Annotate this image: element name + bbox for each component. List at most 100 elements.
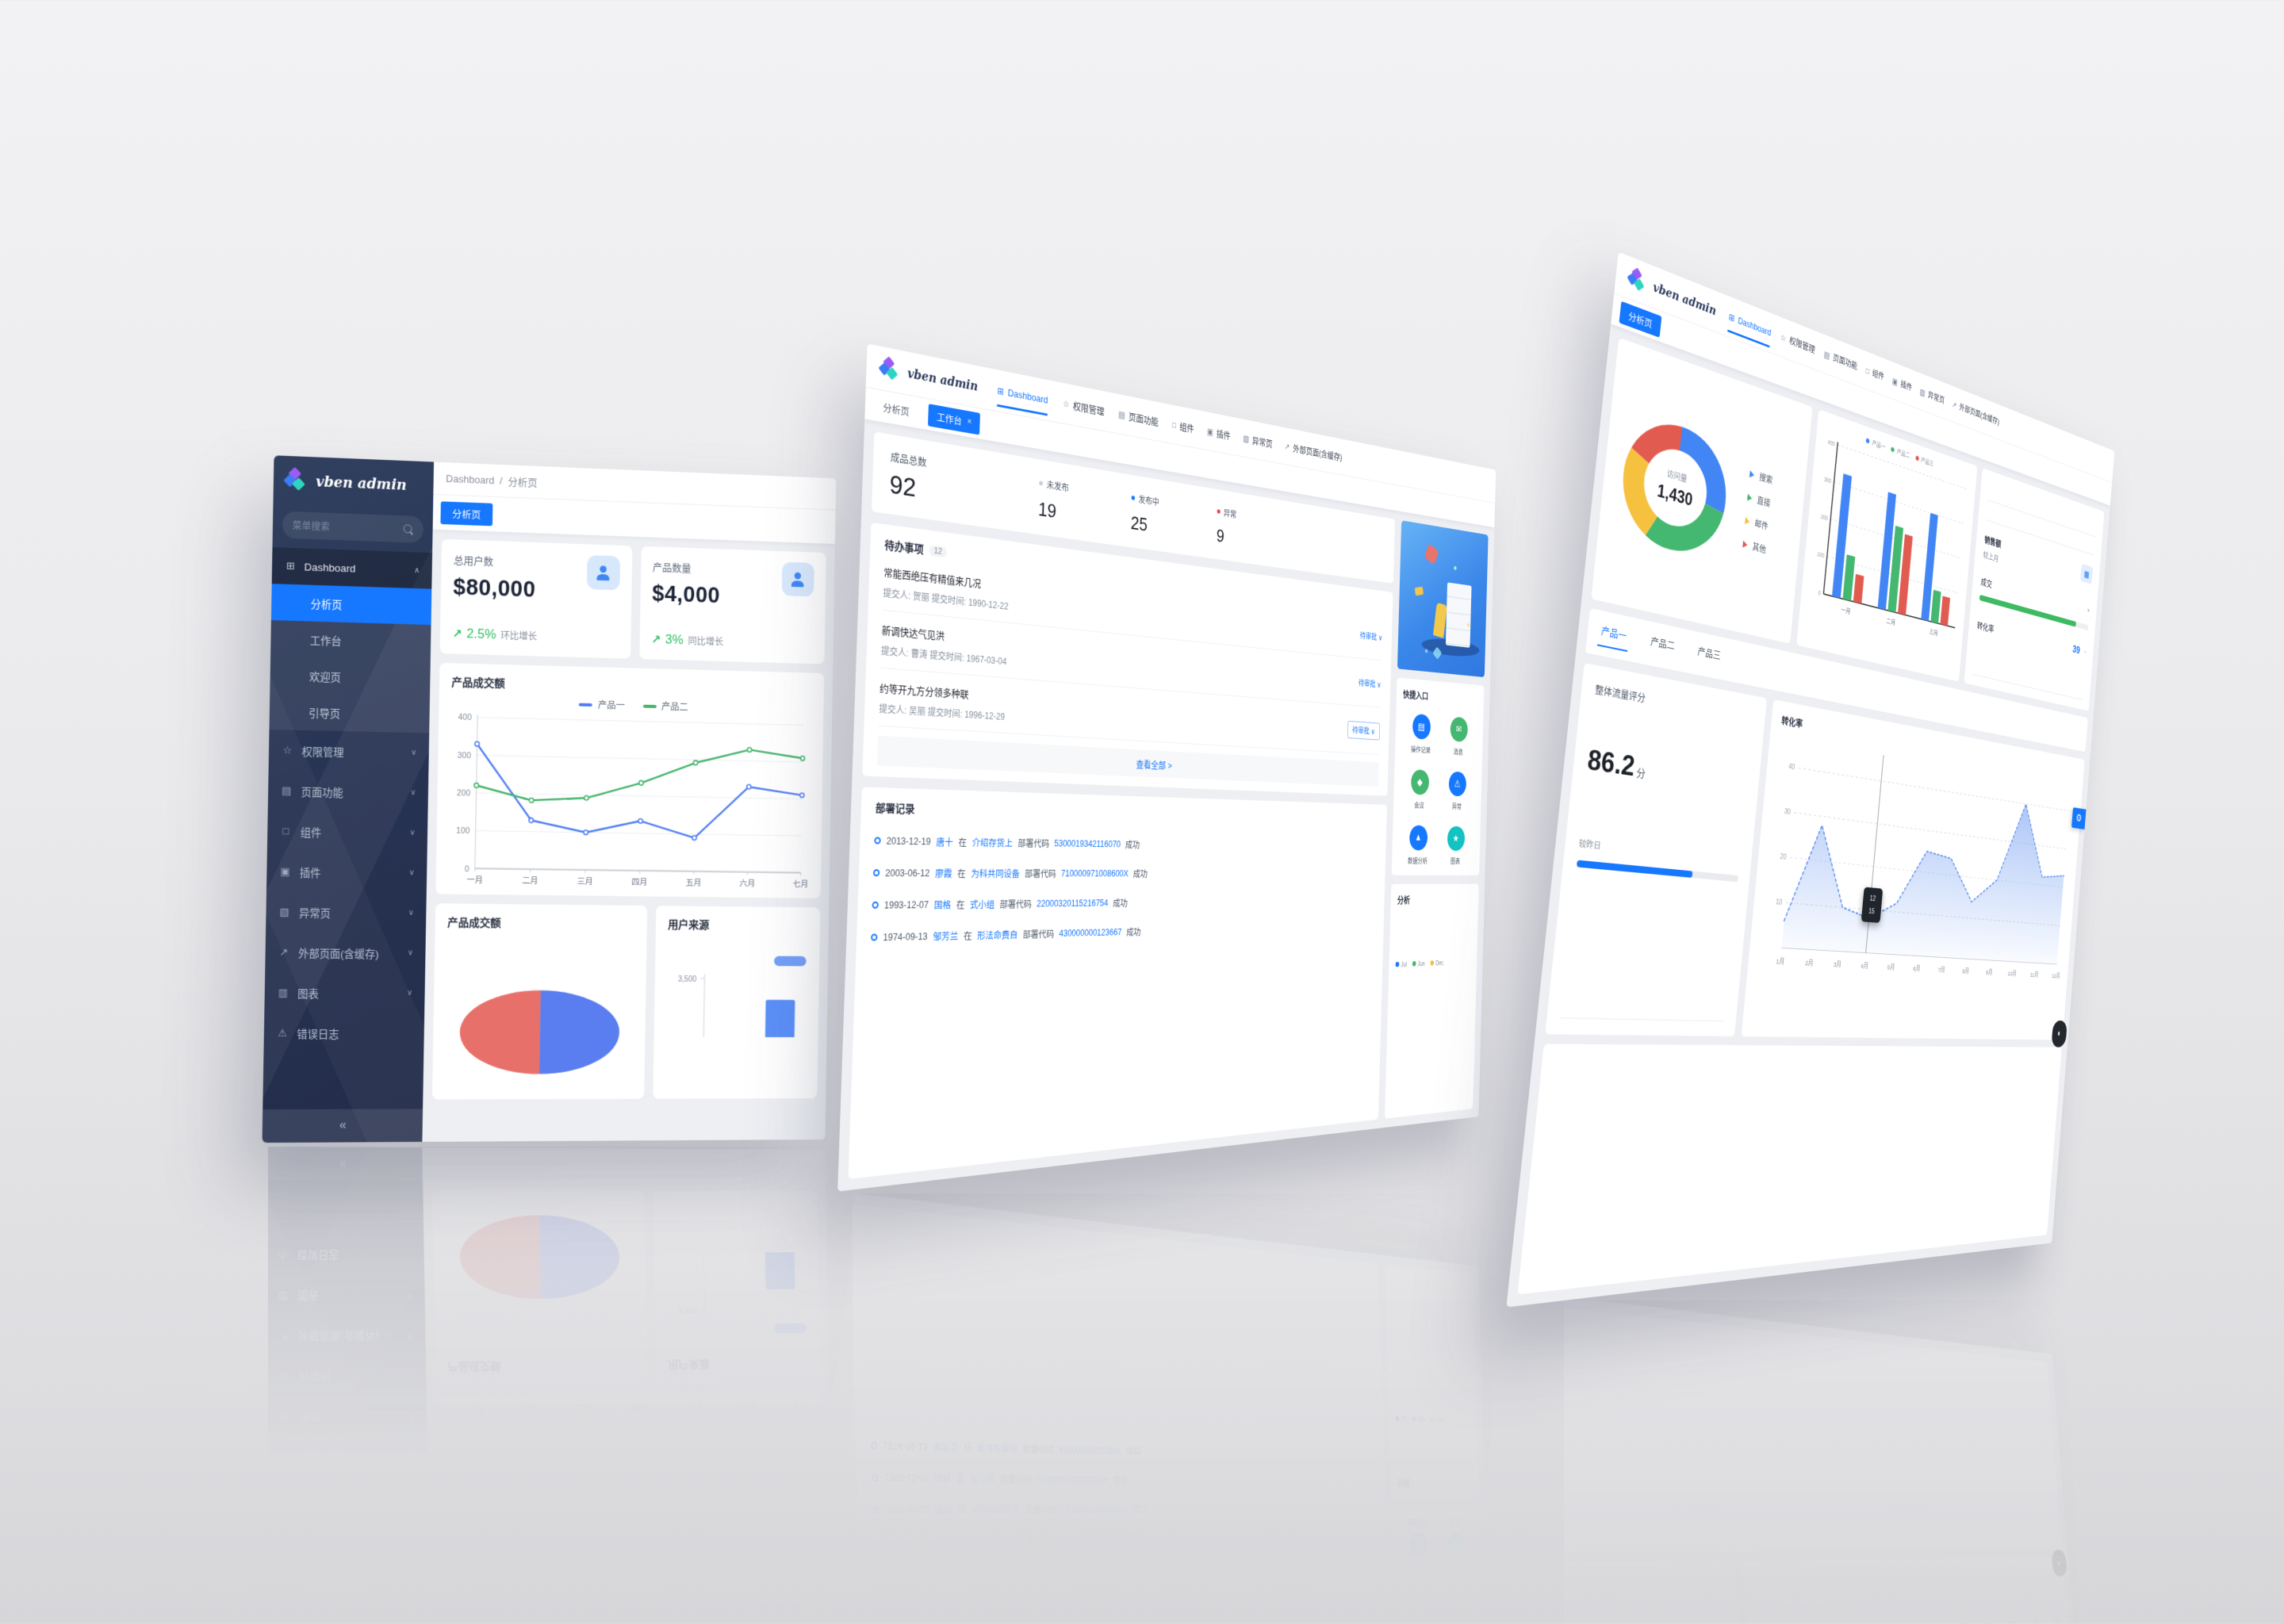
quick-entry[interactable]: ⚠ 异常 xyxy=(1438,771,1476,812)
quick-entry[interactable]: ▲ 数据分析 xyxy=(1398,825,1438,866)
svg-text:二月: 二月 xyxy=(1886,617,1895,626)
nav-page-features[interactable]: ▤ 页面功能 xyxy=(1118,394,1159,441)
deploy-user[interactable]: 国格 xyxy=(933,900,952,911)
svg-text:二月: 二月 xyxy=(522,876,538,886)
deploy-code[interactable]: 5300019342116070 xyxy=(1054,837,1121,849)
legend-item[interactable]: 产品二 xyxy=(642,699,688,714)
legend-item[interactable]: 其他 xyxy=(1742,538,1767,556)
quick-entry-icon: ▤ xyxy=(1412,713,1431,740)
quick-entry[interactable]: ✉ 消息 xyxy=(1439,716,1477,758)
close-icon[interactable]: × xyxy=(967,416,972,427)
nav-exception[interactable]: ▧ 异常页 xyxy=(1243,419,1273,462)
nav-components[interactable]: □ 组件 xyxy=(1864,352,1886,395)
tab-analysis[interactable]: 分析页 xyxy=(873,393,924,425)
content: 总用户数 $80,000 ↗ 2.5% 环比增长 产品数量 $4,000 ↗ 3… xyxy=(422,530,834,1142)
sidebar-item-exception[interactable]: ▧ 异常页 ∨ xyxy=(266,891,427,933)
settings-button[interactable]: ⚙ xyxy=(2071,807,2087,830)
timeline-dot xyxy=(872,869,880,877)
deploy-user[interactable]: 廖霞 xyxy=(934,868,952,880)
approval-tag[interactable]: 待审批 ∨ xyxy=(1359,630,1383,643)
legend-item[interactable]: 邮件 xyxy=(1745,514,1769,532)
sidebar-item-dashboard[interactable]: ⊞ Dashboard ∧ xyxy=(271,547,433,589)
nav-icon: ↗ xyxy=(1284,441,1290,452)
sidebar-item-components[interactable]: □ 组件 ∨ xyxy=(267,810,428,853)
deploy-user[interactable]: 邹芳兰 xyxy=(933,931,959,943)
deploy-code[interactable]: 430000000123667 xyxy=(1059,926,1122,939)
monthly-bars-card: 产品一 产品二 产品三 0 100 200 300 400 一月 二月 三月 xyxy=(1796,409,1978,682)
deploy-user[interactable]: 唐十 xyxy=(936,837,953,848)
deploy-code[interactable]: 22000320115216754 xyxy=(1037,897,1109,909)
sidebar-item-permission[interactable]: ☆ 权限管理 ∨ xyxy=(269,730,430,773)
conversion-area-chart: 10 20 30 40 1月 2月 3月 4月 5月 6月 7月 8月 9月 10月 11月 12月 xyxy=(1757,726,2076,985)
deploy-target[interactable]: 介绍存货上 xyxy=(971,837,1014,849)
sidebar-item-welcome[interactable]: 欢迎页 xyxy=(270,657,430,697)
sidebar-item-error-log[interactable]: ⚠ 错误日志 xyxy=(263,1013,424,1053)
legend-item[interactable]: Dec xyxy=(1430,960,1443,967)
menu-icon: ▣ xyxy=(280,864,290,877)
deploy-target[interactable]: 式小组 xyxy=(969,899,995,911)
legend-item[interactable]: 搜索 xyxy=(1749,468,1773,487)
nav-label: 外部页面(含缓存) xyxy=(1959,402,2000,427)
logo-icon[interactable] xyxy=(1627,266,1648,295)
tab-analysis[interactable]: 分析页 xyxy=(440,500,492,526)
tab-product-3[interactable]: 产品三 xyxy=(1696,643,1722,671)
sidebar-item-label: Dashboard xyxy=(304,561,356,575)
tab-workbench[interactable]: 工作台 × xyxy=(927,403,981,435)
legend-item[interactable]: 产品一 xyxy=(579,698,625,712)
chevron-down-icon: ∨ xyxy=(408,868,415,878)
legend-swatch xyxy=(774,956,807,967)
breadcrumb-root[interactable]: Dashboard xyxy=(446,472,495,487)
deploy-date: 2003-06-12 xyxy=(885,867,930,879)
tab-product-1[interactable]: 产品一 xyxy=(1600,622,1627,652)
sidebar-item-charts[interactable]: ▥ 图表 ∨ xyxy=(264,972,425,1013)
svg-text:七月: 七月 xyxy=(793,879,809,889)
grid-icon: ⊞ xyxy=(286,559,295,573)
nav-permission[interactable]: ☆ 权限管理 xyxy=(1062,383,1105,431)
menu-search-input[interactable]: 菜单搜索 xyxy=(282,511,424,543)
nav-plugins[interactable]: ▣ 插件 xyxy=(1206,412,1231,454)
nav-plugins[interactable]: ▣ 插件 xyxy=(1891,362,1914,405)
quick-entry[interactable]: ★ 图表 xyxy=(1436,825,1474,866)
sidebar-item-workbench[interactable]: 工作台 xyxy=(270,620,431,661)
chevron-up-icon: ∧ xyxy=(414,565,420,575)
deploy-code[interactable]: 710000971008600X xyxy=(1060,868,1129,879)
legend-item[interactable]: Jun xyxy=(1412,961,1425,968)
quick-entry-label: 图表 xyxy=(1450,858,1461,866)
quick-entry[interactable]: ◆ 会议 xyxy=(1400,768,1439,810)
nav-icon: ⊞ xyxy=(997,385,1005,397)
sidebar-submenu: 分析页 工作台 欢迎页 引导页 xyxy=(269,584,432,733)
sidebar-item-plugins[interactable]: ▣ 插件 ∨ xyxy=(266,851,427,893)
nav-label: 插件 xyxy=(1900,379,1913,393)
status-dot xyxy=(1039,481,1044,486)
tab-product-2[interactable]: 产品二 xyxy=(1649,633,1676,661)
nav-icon: ⊞ xyxy=(1728,311,1735,324)
logo[interactable]: vben admin xyxy=(273,455,434,511)
quick-entry-grid: ▤ 操作记录 ✉ 消息 ◆ 会议 ⚠ 异常 ▲ 数据分析 xyxy=(1398,713,1477,867)
product-pie-chart xyxy=(445,982,634,1083)
approval-tag[interactable]: 待审批 ∨ xyxy=(1347,720,1381,741)
bottom-cards-row: 产品成交额 用户来源 3,500 xyxy=(431,903,821,1100)
sidebar-item-analysis[interactable]: 分析页 xyxy=(270,584,432,626)
nav-label: 页面功能 xyxy=(1832,352,1858,372)
sidebar-menu: ☆ 权限管理 ∨ ▤ 页面功能 ∨ □ 组件 ∨ ▣ 插件 ∨ ▧ 异常页 ∨ … xyxy=(263,730,429,1053)
todo-meta: 提交人: 吴丽 提交时间: 1996-12-29 xyxy=(879,703,1006,722)
brand-name: vben admin xyxy=(906,366,979,394)
svg-text:100: 100 xyxy=(456,826,469,836)
sidebar-item-page-features[interactable]: ▤ 页面功能 ∨ xyxy=(268,770,429,813)
legend-item[interactable]: 直接 xyxy=(1747,491,1771,510)
quick-entry[interactable]: ▤ 操作记录 xyxy=(1401,713,1440,756)
nav-icon: ↗ xyxy=(1952,399,1957,410)
stat-cards-row: 总用户数 $80,000 ↗ 2.5% 环比增长 产品数量 $4,000 ↗ 3… xyxy=(439,538,826,665)
card-title: 整体流量评分 xyxy=(1594,683,1646,704)
deploy-target[interactable]: 为科共同设备 xyxy=(971,868,1020,879)
nav-components[interactable]: □ 组件 xyxy=(1171,405,1194,447)
sidebar-collapse-button[interactable]: « xyxy=(262,1109,423,1143)
sidebar-item-external[interactable]: ↗ 外部页面(含缓存) ∨ xyxy=(265,932,426,973)
sidebar-item-guide[interactable]: 引导页 xyxy=(270,693,430,733)
legend-item[interactable]: Jul xyxy=(1395,961,1407,969)
logo-icon[interactable] xyxy=(878,355,901,384)
nav-icon: ▤ xyxy=(1823,348,1830,361)
approval-tag[interactable]: 待审批 ∨ xyxy=(1358,678,1382,690)
svg-text:4月: 4月 xyxy=(1861,963,1868,971)
deploy-target[interactable]: 形法命费自 xyxy=(976,929,1018,942)
